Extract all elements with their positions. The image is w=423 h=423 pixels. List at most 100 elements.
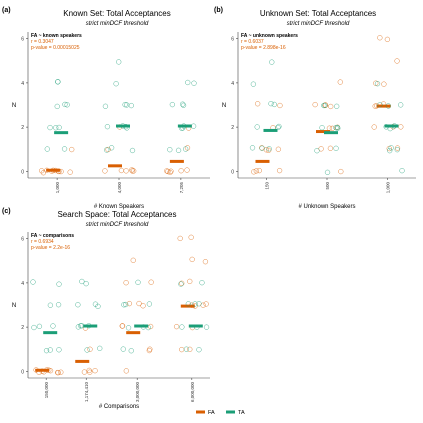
stats-p: p-value = 0.00015025 xyxy=(31,45,80,51)
data-point-fa xyxy=(255,101,261,107)
data-point-fa xyxy=(136,300,142,307)
data-point-fa xyxy=(123,368,129,374)
data-point-ta xyxy=(125,325,132,331)
data-point-ta xyxy=(44,146,50,152)
x-axis-label: # Known Speakers xyxy=(94,204,144,210)
x-tick-label: 150,000 xyxy=(44,382,49,399)
data-point-ta xyxy=(398,102,404,108)
data-point-ta xyxy=(333,125,339,131)
data-point-ta xyxy=(124,102,130,108)
y-axis-label: N xyxy=(222,103,226,109)
x-tick-label: 6,000,000 xyxy=(190,382,195,403)
x-tick-label: 7,205 xyxy=(179,182,184,194)
data-point-ta xyxy=(129,147,136,154)
data-point-fa xyxy=(338,168,344,175)
data-point-ta xyxy=(47,302,54,308)
y-axis-label: N xyxy=(12,103,16,109)
data-point-fa xyxy=(329,125,336,132)
y-axis-label: N xyxy=(12,303,16,309)
data-point-ta xyxy=(123,301,129,308)
x-axis-label: # Comparisons xyxy=(99,404,139,410)
data-point-ta xyxy=(56,281,62,287)
data-point-ta xyxy=(47,124,53,131)
data-point-ta xyxy=(175,147,182,154)
y-tick-label: 2 xyxy=(231,125,234,131)
data-point-fa xyxy=(394,58,400,64)
y-tick-label: 0 xyxy=(21,369,24,375)
data-point-ta xyxy=(185,301,192,307)
chart-title: Known Set: Total Acceptances xyxy=(63,9,170,18)
data-point-ta xyxy=(179,324,185,330)
y-tick-label: 4 xyxy=(231,81,234,87)
data-point-ta xyxy=(120,346,126,352)
data-point-fa xyxy=(259,145,265,151)
data-point-fa xyxy=(256,167,262,174)
data-point-ta xyxy=(374,81,381,87)
y-tick-label: 4 xyxy=(21,81,24,87)
data-point-ta xyxy=(275,124,281,131)
data-point-ta xyxy=(146,301,153,307)
data-point-fa xyxy=(253,168,260,174)
data-point-ta xyxy=(128,348,134,354)
data-point-fa xyxy=(251,169,257,175)
data-point-fa xyxy=(179,346,185,353)
stats-header: FA ~ comparisons xyxy=(31,233,74,239)
data-point-ta xyxy=(269,59,275,65)
data-point-fa xyxy=(147,346,153,352)
data-point-ta xyxy=(399,167,405,174)
data-point-fa xyxy=(312,101,318,108)
data-point-ta xyxy=(55,79,61,85)
data-point-ta xyxy=(196,347,202,353)
panel-1: (b) Unknown Set: Total Acceptances strict … xyxy=(214,7,416,210)
stats-header: FA ~ known speakers xyxy=(31,33,82,39)
data-point-ta xyxy=(180,102,187,108)
data-point-ta xyxy=(324,169,331,176)
stats-r: r = 0.3047 xyxy=(31,39,54,45)
panel-tag: (b) xyxy=(214,7,223,14)
data-point-ta xyxy=(169,101,176,108)
data-point-fa xyxy=(55,369,61,376)
data-point-fa xyxy=(129,168,136,174)
data-point-ta xyxy=(199,280,205,286)
data-point-ta xyxy=(319,125,325,131)
data-point-ta xyxy=(250,81,257,87)
y-tick-label: 6 xyxy=(21,37,24,43)
data-point-ta xyxy=(385,103,392,109)
y-tick-label: 6 xyxy=(231,37,234,43)
data-point-ta xyxy=(56,124,62,131)
data-point-ta xyxy=(183,346,190,352)
data-point-fa xyxy=(40,170,47,176)
legend-label-fa: FA xyxy=(208,410,215,416)
stats-r: r = 0.6037 xyxy=(241,39,264,45)
data-point-ta xyxy=(178,281,184,287)
data-point-fa xyxy=(126,300,133,307)
data-point-fa xyxy=(371,124,377,130)
data-point-ta xyxy=(182,146,189,152)
stats-p: p-value = 2.898e-16 xyxy=(241,45,286,51)
data-point-fa xyxy=(140,303,146,309)
data-point-ta xyxy=(54,103,60,110)
x-tick-label: 500 xyxy=(325,182,330,190)
y-tick-label: 0 xyxy=(231,169,234,175)
data-point-fa xyxy=(39,168,45,174)
data-point-fa xyxy=(178,168,184,174)
data-point-ta xyxy=(185,79,191,86)
data-point-fa xyxy=(118,167,125,174)
data-point-ta xyxy=(102,103,109,109)
data-point-ta xyxy=(79,278,85,285)
data-point-fa xyxy=(202,259,209,265)
x-axis-label: # Unknown Speakers xyxy=(298,204,355,210)
data-point-ta xyxy=(55,302,62,308)
y-tick-label: 2 xyxy=(21,325,24,331)
data-point-fa xyxy=(188,234,194,240)
data-point-ta xyxy=(64,102,70,108)
y-tick-label: 0 xyxy=(21,169,24,175)
data-point-fa xyxy=(123,168,129,174)
y-tick-label: 4 xyxy=(21,281,24,287)
x-tick-label: 150 xyxy=(264,182,269,190)
data-point-ta xyxy=(190,123,197,129)
data-point-ta xyxy=(92,301,99,307)
stats-p: p-value = 2.2e-16 xyxy=(31,245,70,251)
data-point-ta xyxy=(121,302,127,308)
